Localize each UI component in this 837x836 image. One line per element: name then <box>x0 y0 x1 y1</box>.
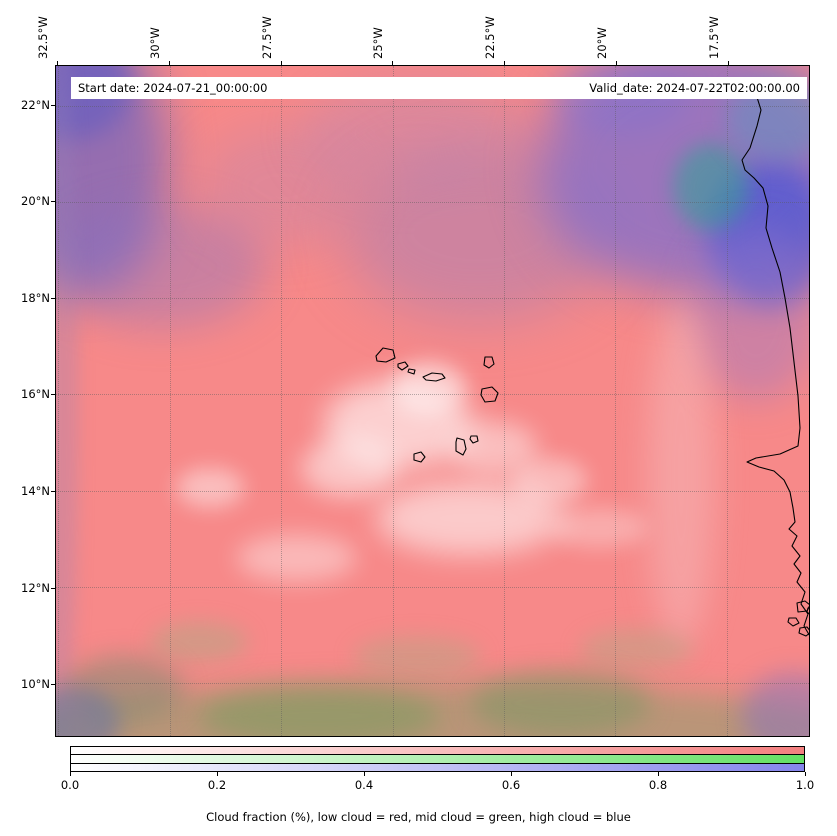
x-gridline <box>504 66 506 736</box>
cloud-blob <box>673 143 749 231</box>
x-tick-mark <box>392 61 394 65</box>
cloud-blob <box>579 628 693 669</box>
island-bijagos-2 <box>787 617 800 627</box>
colorbar-row-mid-cloud-green <box>71 754 804 763</box>
cloud-blob <box>470 669 651 736</box>
cloud-blob <box>176 468 245 509</box>
start-date-label: Start date: 2024-07-21_00:00:00 <box>78 81 268 95</box>
colorbar-tick-label: 0.2 <box>207 778 227 792</box>
x-gridline <box>58 66 60 736</box>
y-gridline <box>56 202 809 203</box>
island-santo-antao <box>375 347 396 363</box>
y-tick-label: 16°N <box>21 387 50 402</box>
y-tick-label: 22°N <box>21 98 50 113</box>
valid-date-label: Valid_date: 2024-07-22T02:00:00.00 <box>589 81 800 95</box>
y-tick-mark <box>51 201 55 203</box>
x-tick-label: 17.5°W <box>706 16 721 59</box>
x-tick-label: 20°W <box>594 27 609 59</box>
cloud-blob <box>56 66 79 736</box>
cloud-blob <box>199 685 441 736</box>
cloud-blob <box>353 635 482 676</box>
cloud-blob <box>647 300 715 649</box>
island-sao-nicolau <box>422 372 446 382</box>
y-tick-mark <box>51 683 55 685</box>
island-bijagos-1 <box>796 600 809 613</box>
island-fogo <box>413 451 426 463</box>
x-gridline <box>726 66 728 736</box>
x-gridline <box>392 66 394 736</box>
y-tick-mark <box>51 491 55 493</box>
x-tick-label: 30°W <box>148 27 162 59</box>
y-gridline <box>56 298 809 300</box>
cloud-blob <box>549 508 648 549</box>
colorbar-tick-mark <box>364 772 365 776</box>
colorbar-tick-mark <box>805 772 806 776</box>
title-strip: Start date: 2024-07-21_00:00:00 Valid_da… <box>71 77 807 99</box>
x-tick-mark <box>615 61 617 65</box>
x-tick-mark <box>57 61 59 65</box>
y-gridline <box>56 683 809 685</box>
x-tick-label: 27.5°W <box>259 16 274 59</box>
x-tick-mark <box>280 61 282 65</box>
y-tick-mark <box>51 298 55 300</box>
cloud-blob <box>300 437 399 499</box>
colorbar <box>70 746 805 772</box>
y-gridline <box>56 394 809 396</box>
caption: Cloud fraction (%), low cloud = red, mid… <box>206 810 631 824</box>
colorbar-tick-mark <box>70 772 71 776</box>
island-bijagos-4 <box>806 607 809 615</box>
colorbar-tick-mark <box>511 772 512 776</box>
colorbar-tick-label: 0.4 <box>354 778 374 792</box>
cloud-blob <box>376 481 565 556</box>
y-tick-label: 20°N <box>21 194 50 209</box>
map-overlay <box>375 93 809 637</box>
x-tick-mark <box>504 61 506 65</box>
cloud-blob <box>391 360 467 415</box>
cloud-blob <box>150 622 248 663</box>
island-sal <box>483 356 495 369</box>
y-tick-label: 12°N <box>21 580 50 595</box>
cloud-blob <box>511 457 587 505</box>
x-gridline <box>169 66 171 736</box>
colorbar-tick-label: 0.0 <box>60 778 80 792</box>
island-santiago <box>455 437 467 456</box>
x-gridline <box>615 66 617 736</box>
cloud-blob <box>56 206 267 328</box>
y-tick-label: 10°N <box>21 676 50 691</box>
cloud-blob <box>236 534 358 582</box>
colorbar-row-low-cloud-red <box>71 747 804 755</box>
colorbar-tick-label: 1.0 <box>795 778 815 792</box>
coastline <box>741 93 809 636</box>
x-tick-label: 32.5°W <box>36 16 51 59</box>
cloud-field <box>56 66 809 736</box>
x-tick-mark <box>727 61 729 65</box>
island-boa-vista <box>480 386 499 403</box>
cloud-blob <box>199 126 365 247</box>
island-bijagos-3 <box>798 626 809 637</box>
x-tick-label: 22.5°W <box>483 16 498 59</box>
colorbar-row-high-cloud-blue <box>71 762 804 771</box>
x-tick-mark <box>169 61 170 65</box>
colorbar-tick-mark <box>217 772 218 776</box>
y-gridline <box>56 490 809 492</box>
y-tick-mark <box>51 394 55 396</box>
cloud-blob <box>447 421 538 475</box>
x-tick-label: 25°W <box>371 27 386 59</box>
y-tick-label: 14°N <box>21 484 50 499</box>
colorbar-tick-mark <box>658 772 659 776</box>
island-sao-vicente <box>397 361 409 371</box>
y-gridline <box>56 587 809 589</box>
y-tick-mark <box>51 105 55 107</box>
x-gridline <box>281 66 283 736</box>
y-tick-mark <box>51 587 55 589</box>
plot-area: Start date: 2024-07-21_00:00:00 Valid_da… <box>55 65 810 737</box>
island-maio <box>469 435 479 444</box>
y-gridline <box>56 106 809 108</box>
colorbar-tick-label: 0.6 <box>501 778 521 792</box>
island-santa-luzia <box>407 368 416 375</box>
y-tick-label: 18°N <box>21 291 50 306</box>
colorbar-tick-label: 0.8 <box>648 778 668 792</box>
cloud-blob <box>692 226 809 401</box>
